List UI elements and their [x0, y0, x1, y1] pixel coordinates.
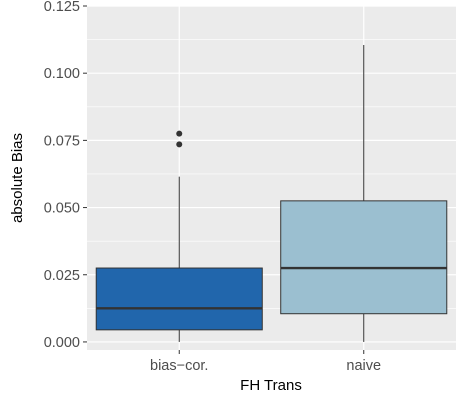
x-tick-label: bias−cor.: [150, 358, 208, 374]
y-tick-label: 0.025: [44, 268, 80, 284]
y-tick-label: 0.100: [44, 66, 80, 82]
outlier-point: [176, 130, 183, 137]
y-axis: 0.000 0.025 0.050 0.075 0.100 0.125: [44, 0, 87, 351]
y-tick-label: 0.075: [44, 133, 80, 149]
x-axis: bias−cor. naive: [150, 350, 381, 374]
y-tick-label: 0.000: [44, 335, 80, 351]
x-tick-label: naive: [346, 358, 381, 374]
y-tick-label: 0.050: [44, 201, 80, 217]
y-tick-label: 0.125: [44, 0, 80, 15]
outlier-point: [176, 141, 183, 148]
y-axis-title: absolute Bias: [9, 133, 26, 223]
box-iqr: [280, 200, 448, 315]
box-iqr: [95, 267, 263, 331]
x-axis-title: FH Trans: [240, 377, 302, 394]
box-series: [95, 44, 448, 342]
